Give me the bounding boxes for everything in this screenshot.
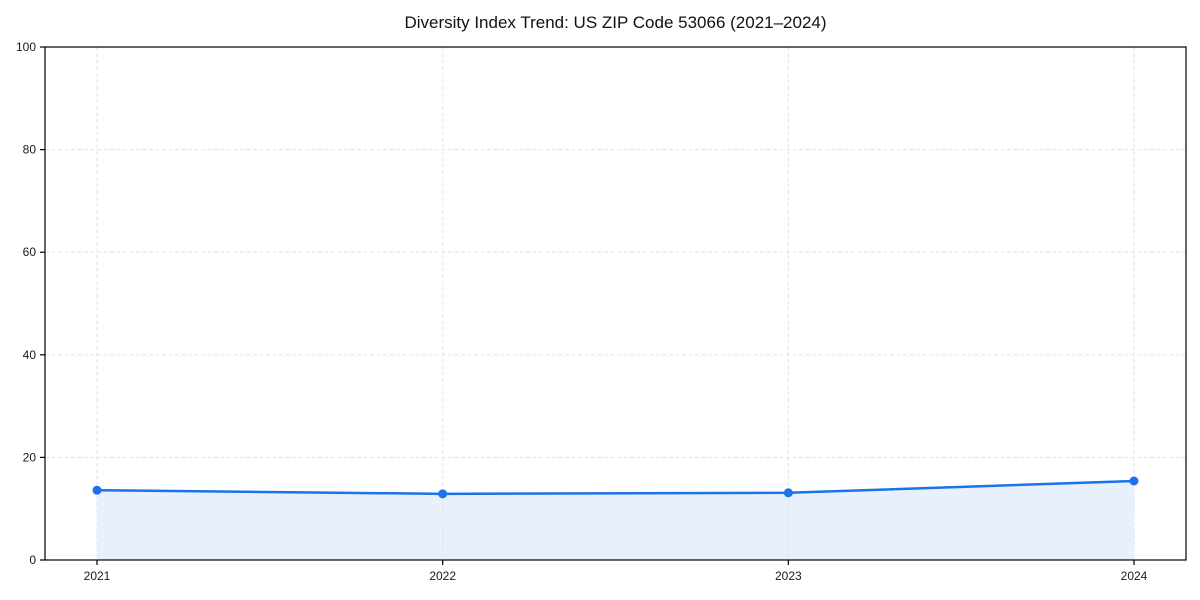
data-point-2023	[783, 488, 793, 498]
y-tick-label-40: 40	[23, 348, 37, 362]
y-tick-label-60: 60	[23, 245, 37, 259]
y-tick-label-100: 100	[16, 40, 36, 54]
data-point-2022	[438, 489, 448, 499]
x-tick-label-2022: 2022	[429, 569, 456, 583]
y-tick-label-20: 20	[23, 450, 37, 464]
chart-title: Diversity Index Trend: US ZIP Code 53066…	[404, 13, 827, 32]
x-tick-label-2023: 2023	[775, 569, 802, 583]
data-point-2021	[92, 485, 102, 495]
axes-spines	[44, 46, 1187, 561]
y-tick-label-0: 0	[29, 553, 36, 567]
area-fill	[97, 480, 1134, 560]
x-tick-label-2021: 2021	[84, 569, 111, 583]
y-tick-label-80: 80	[23, 143, 37, 157]
x-tick-label-2024: 2024	[1121, 569, 1148, 583]
trend-line	[95, 479, 1136, 496]
data-point-2024	[1129, 476, 1139, 486]
